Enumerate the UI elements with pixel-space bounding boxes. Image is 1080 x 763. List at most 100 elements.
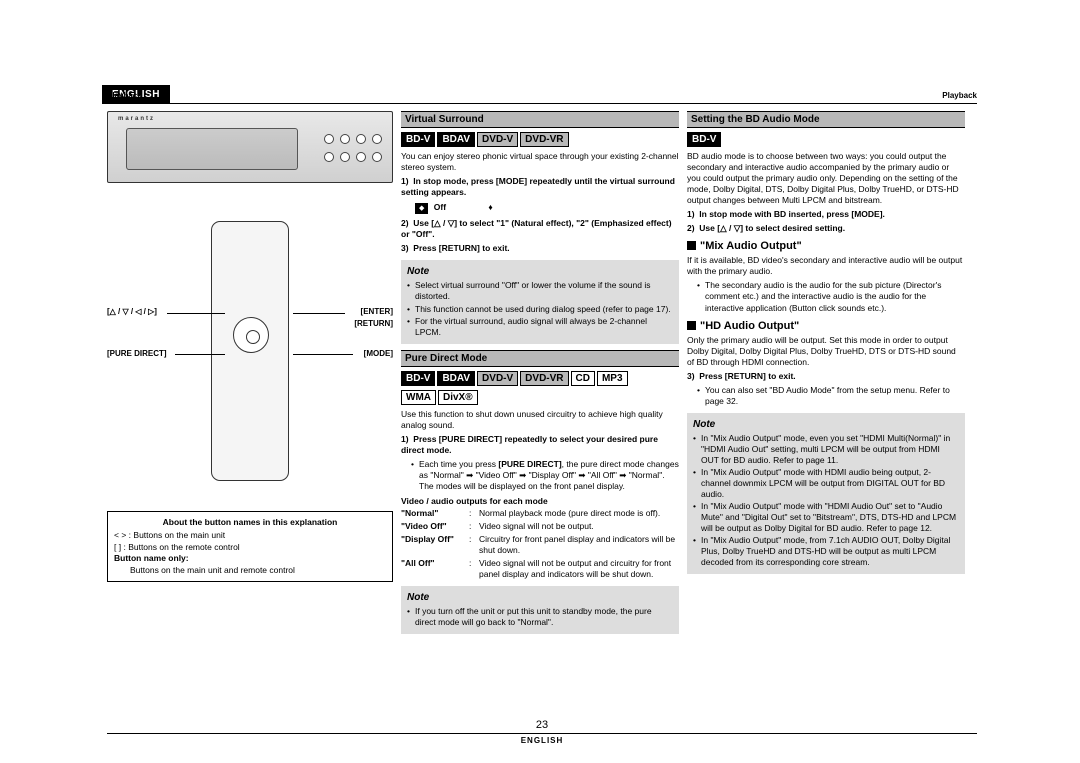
column-1: marantz [△ / ▽ / ◁ / ▷] [ENTER] [RETURN] [107,111,393,640]
about-head3: Button name only: [114,553,386,564]
format-badge: BD-V [401,132,435,147]
bd-step2: Use [△ / ▽] to select desired setting. [699,223,845,233]
vs-note-item: For the virtual surround, audio signal w… [407,316,673,338]
format-badge: DVD-VR [520,132,568,147]
vs-note-item: Select virtual surround "Off" or lower t… [407,280,673,302]
header-section-right: Playback [942,91,977,100]
bd-step1: In stop mode with BD inserted, press [MO… [699,209,885,219]
updown-icon: ♦ [488,202,492,212]
bd-step3: 3) Press [RETURN] to exit. You can also … [687,371,965,407]
column-2: Virtual Surround BD-V BDAV DVD-V DVD-VR … [401,111,679,640]
pd-steps: 1) Press [PURE DIRECT] repeatedly to sel… [401,434,679,492]
mode-val: Normal playback mode (pure direct mode i… [479,508,679,519]
format-badge: BD-V [687,132,721,147]
pd-intro: Use this function to shut down unused ci… [401,409,679,431]
mode-key: "Video Off" [401,521,469,532]
brand-label: marantz [118,116,155,122]
hd-audio-heading: "HD Audio Output" [687,320,965,332]
format-badge: BDAV [437,371,475,386]
mode-key: "Display Off" [401,534,469,556]
bd-intro: BD audio mode is to choose between two w… [687,151,965,206]
vs-step3: Press [RETURN] to exit. [413,243,509,253]
knob-icon [340,152,350,162]
bd-note: Note In "Mix Audio Output" mode, even yo… [687,413,965,575]
about-desc1: : Buttons on the main unit [129,530,225,540]
callout-line [293,354,353,355]
knob-icon [372,152,382,162]
about-sym1: < > [114,530,126,540]
callout-line [175,354,225,355]
about-desc3: Buttons on the main unit and remote cont… [114,565,386,576]
pd-step1: Press [PURE DIRECT] repeatedly to select… [401,434,658,455]
remote-illustration [211,221,289,481]
pd-formats1: BD-V BDAV DVD-V DVD-VR CD MP3 [401,371,679,386]
pd-bullet: Each time you press [PURE DIRECT], the p… [411,459,679,492]
footer-language: ENGLISH [107,733,977,745]
format-badge: MP3 [597,371,628,386]
callout-enter: [ENTER] [361,307,393,316]
bd-steps: 1) In stop mode with BD inserted, press … [687,209,965,234]
bd-note-item: In "Mix Audio Output" mode, from 7.1ch A… [693,535,959,568]
format-badge: DVD-V [477,371,518,386]
pd-note-item: If you turn off the unit or put this uni… [407,606,673,628]
knob-icon [324,134,334,144]
page-footer: 23 ENGLISH [107,719,977,745]
mode-val: Circuitry for front panel display and in… [479,534,679,556]
hd-body: Only the primary audio will be output. S… [687,335,965,368]
manual-page: ENGLISH Playback Playback marantz [△ / ▽ [107,85,977,745]
bd-formats: BD-V [687,132,965,147]
about-desc2: : Buttons on the remote control [123,542,239,552]
about-title: About the button names in this explanati… [114,517,386,528]
callout-mode: [MODE] [364,349,393,358]
note-title: Note [407,591,673,604]
format-badge: DVD-V [477,132,518,147]
off-icon: ◆ [415,203,428,214]
pd-modes-head: Video / audio outputs for each mode [401,496,679,506]
mode-val: Video signal will not be output. [479,521,679,532]
knob-icon [372,134,382,144]
pd-note: Note If you turn off the unit or put thi… [401,586,679,634]
knob-icon [340,134,350,144]
about-box: About the button names in this explanati… [107,511,393,582]
note-title: Note [407,265,673,278]
square-icon [687,321,696,330]
mode-key: "Normal" [401,508,469,519]
bd-step3-text: Press [RETURN] to exit. [699,371,795,381]
format-badge: CD [571,371,595,386]
pd-modes-table: "Normal":Normal playback mode (pure dire… [401,508,679,580]
callout-line [167,313,225,314]
bd-note-item: In "Mix Audio Output" mode with HDMI aud… [693,467,959,500]
mode-val: Video signal will not be output and circ… [479,558,679,580]
square-icon [687,241,696,250]
note-title: Note [693,418,959,431]
callout-pure-direct: [PURE DIRECT] [107,349,167,358]
bd-step3-bullet: You can also set "BD Audio Mode" from th… [697,385,965,407]
mix-body: If it is available, BD video's secondary… [687,255,965,277]
vs-step2: Use [△ / ▽] to select "1" (Natural effec… [401,218,672,239]
header-rule [107,103,977,104]
column-3: Setting the BD Audio Mode BD-V BD audio … [687,111,965,640]
format-badge: DVD-VR [520,371,568,386]
format-badge: BD-V [401,371,435,386]
vs-steps: 1) In stop mode, press [MODE] repeatedly… [401,176,679,254]
bd-note-item: In "Mix Audio Output" mode, even you set… [693,433,959,466]
vs-note-item: This function cannot be used during dial… [407,304,673,315]
header-section-left: Playback [107,91,142,100]
page-number: 23 [107,719,977,731]
format-badge: DivX® [438,390,478,405]
format-badge: WMA [401,390,436,405]
callout-line [293,313,345,314]
dpad-icon [233,317,269,353]
vs-formats: BD-V BDAV DVD-V DVD-VR [401,132,679,147]
off-label: Off [434,202,446,212]
mode-key: "All Off" [401,558,469,580]
pd-formats2: WMA DivX® [401,390,679,405]
vs-note: Note Select virtual surround "Off" or lo… [401,260,679,343]
knob-icon [356,152,366,162]
bd-note-item: In "Mix Audio Output" mode with "HDMI Au… [693,501,959,534]
remote-illustration-wrap: [△ / ▽ / ◁ / ▷] [ENTER] [RETURN] [PURE D… [107,201,393,501]
about-sym2: [ ] [114,542,121,552]
mix-audio-heading: "Mix Audio Output" [687,240,965,252]
format-badge: BDAV [437,132,475,147]
callout-directions: [△ / ▽ / ◁ / ▷] [107,307,157,316]
